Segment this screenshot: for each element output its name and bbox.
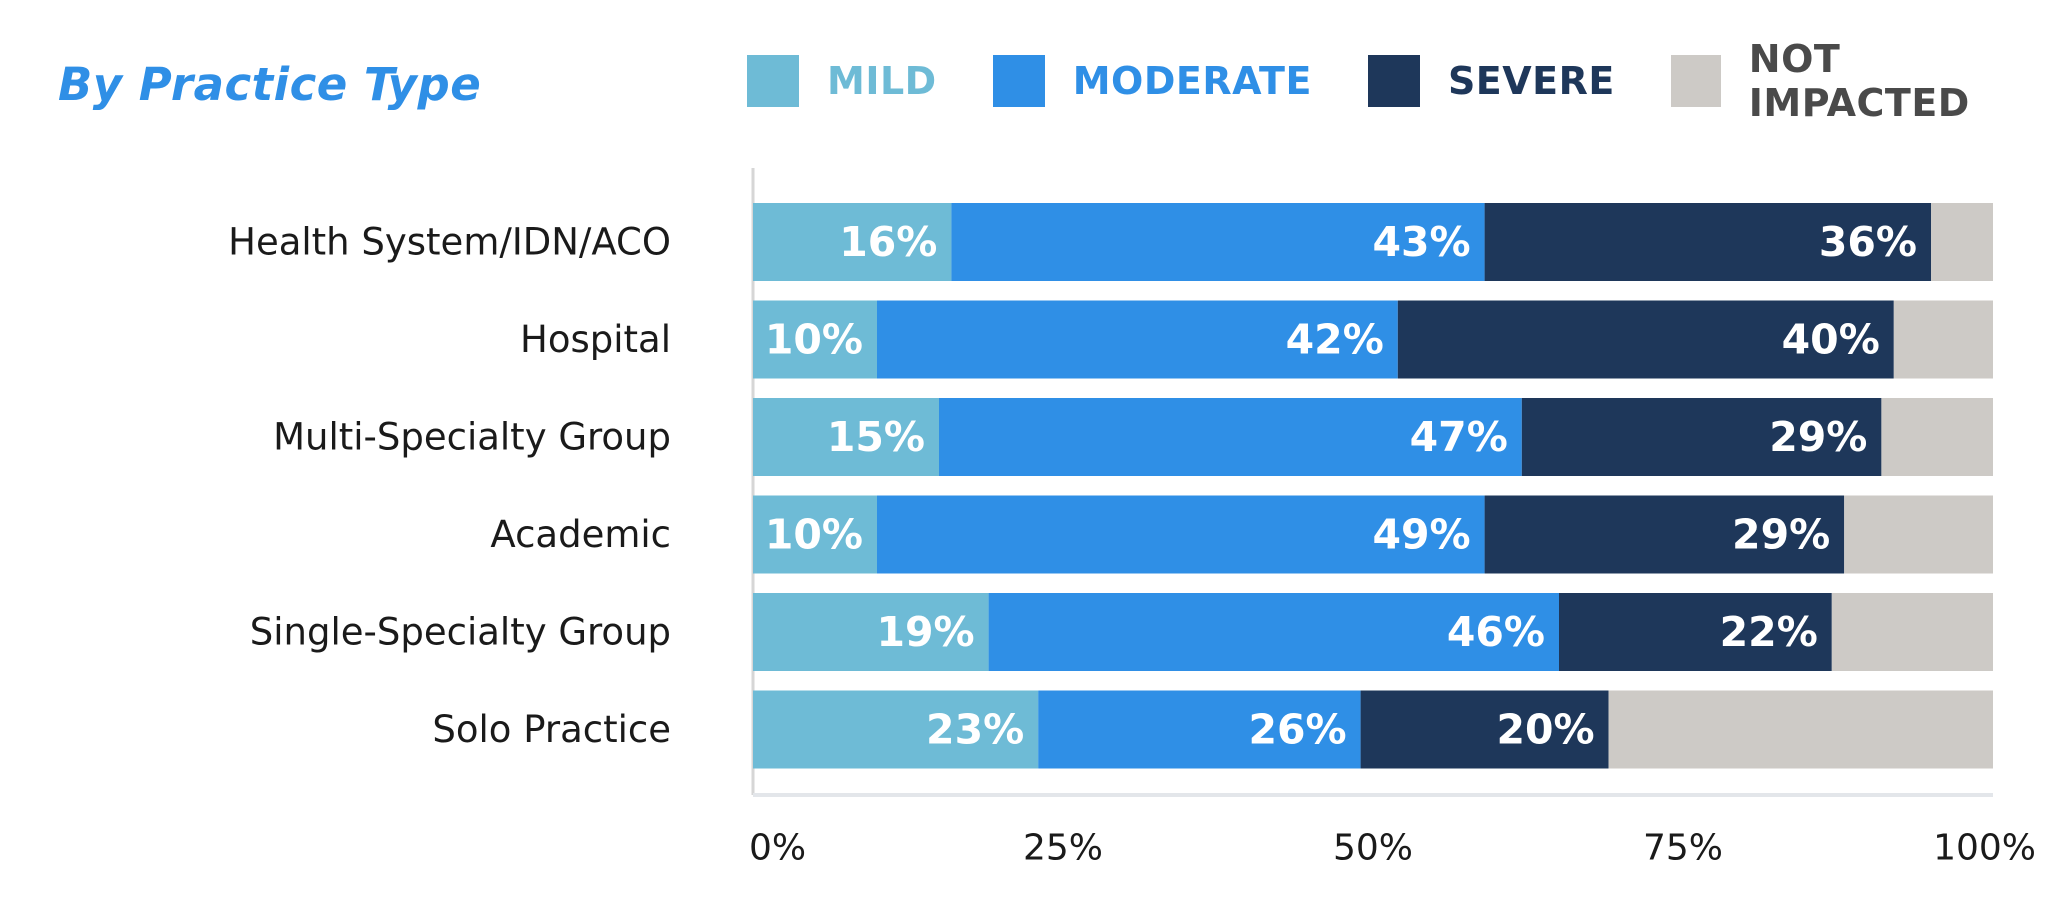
bar-moderate-multi-specialty-group <box>939 398 1522 476</box>
legend-item-mild: MILD <box>747 55 937 107</box>
bar-mild-solo-practice <box>753 690 1039 769</box>
x-tick-label-0: 0% <box>749 828 806 869</box>
bar-mild-single-specialty-group <box>753 593 989 671</box>
bar-moderate-health-system-idn-aco <box>951 203 1485 281</box>
legend-swatch-severe <box>1367 55 1420 107</box>
category-label-health-system-idn-aco: Health System/IDN/ACO <box>228 221 671 264</box>
x-tick-label-25: 25% <box>1023 828 1103 869</box>
bar-moderate-single-specialty-group <box>988 593 1559 671</box>
legend-swatch-mild <box>747 55 799 107</box>
data-label-severe-hospital: 40% <box>1782 316 1880 364</box>
bar-severe-health-system-idn-aco <box>1484 203 1931 281</box>
legend-item-not-impacted: NOT IMPACTED <box>1670 37 2062 125</box>
data-label-moderate-solo-practice: 26% <box>1248 706 1346 754</box>
data-label-moderate-single-specialty-group: 46% <box>1447 608 1545 656</box>
legend-label-mild: MILD <box>827 59 937 103</box>
data-label-moderate-hospital: 42% <box>1286 316 1384 364</box>
bar-not-impacted-multi-specialty-group <box>1881 398 1993 476</box>
bar-not-impacted-single-specialty-group <box>1831 593 1993 671</box>
data-label-mild-multi-specialty-group: 15% <box>827 413 925 461</box>
category-label-solo-practice: Solo Practice <box>432 708 671 751</box>
data-label-mild-solo-practice: 23% <box>926 706 1024 754</box>
data-label-moderate-health-system-idn-aco: 43% <box>1372 218 1470 266</box>
bar-moderate-solo-practice <box>1038 690 1361 769</box>
bar-severe-solo-practice <box>1360 690 1609 769</box>
legend-label-moderate: MODERATE <box>1072 59 1312 103</box>
bar-severe-hospital <box>1397 300 1894 379</box>
bar-mild-health-system-idn-aco <box>753 203 952 281</box>
data-label-severe-multi-specialty-group: 29% <box>1769 413 1867 461</box>
bar-mild-hospital <box>753 300 877 379</box>
x-tick-label-75: 75% <box>1643 828 1723 869</box>
chart-title: By Practice Type <box>58 58 482 111</box>
x-tick-label-50: 50% <box>1333 828 1413 869</box>
data-label-mild-hospital: 10% <box>765 316 863 364</box>
legend-label-not-impacted: NOT IMPACTED <box>1748 37 1970 125</box>
bar-severe-academic <box>1484 495 1845 574</box>
legend-swatch-moderate <box>992 55 1045 107</box>
legend-swatch-not-impacted <box>1670 55 1721 107</box>
bar-not-impacted-solo-practice <box>1608 690 1993 769</box>
data-label-severe-health-system-idn-aco: 36% <box>1819 218 1917 266</box>
data-label-mild-health-system-idn-aco: 16% <box>839 218 937 266</box>
category-label-academic: Academic <box>490 513 671 556</box>
bar-moderate-academic <box>877 495 1485 574</box>
category-label-single-specialty-group: Single-Specialty Group <box>250 611 671 654</box>
legend-label-severe: SEVERE <box>1447 59 1615 103</box>
x-tick-label-100: 100% <box>1933 828 2036 869</box>
bar-mild-academic <box>753 495 877 574</box>
legend: MILD MODERATE SEVERE NOT IMPACTED <box>747 37 2062 125</box>
data-label-mild-single-specialty-group: 19% <box>876 608 974 656</box>
category-label-hospital: Hospital <box>520 318 671 361</box>
category-label-multi-specialty-group: Multi-Specialty Group <box>273 416 671 459</box>
legend-item-moderate: MODERATE <box>992 55 1312 107</box>
bar-not-impacted-health-system-idn-aco <box>1931 203 1993 281</box>
bar-not-impacted-hospital <box>1893 300 1993 379</box>
data-label-severe-solo-practice: 20% <box>1496 706 1594 754</box>
bar-moderate-hospital <box>877 300 1398 379</box>
bar-mild-multi-specialty-group <box>753 398 939 476</box>
data-label-moderate-academic: 49% <box>1372 511 1470 559</box>
data-label-moderate-multi-specialty-group: 47% <box>1410 413 1508 461</box>
bar-severe-multi-specialty-group <box>1521 398 1882 476</box>
data-label-severe-single-specialty-group: 22% <box>1720 608 1818 656</box>
data-label-severe-academic: 29% <box>1732 511 1830 559</box>
legend-item-severe: SEVERE <box>1367 55 1615 107</box>
bar-severe-single-specialty-group <box>1559 593 1832 671</box>
data-label-mild-academic: 10% <box>765 511 863 559</box>
bar-not-impacted-academic <box>1844 495 1993 574</box>
